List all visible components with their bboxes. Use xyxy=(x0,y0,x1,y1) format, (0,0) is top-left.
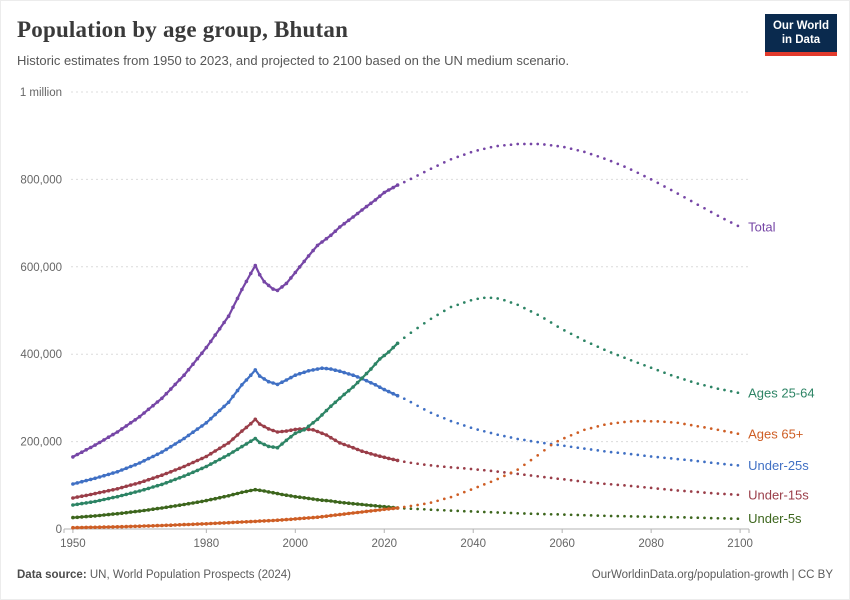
chart-footer: Data source: UN, World Population Prospe… xyxy=(17,569,833,581)
x-axis-tick-label: 2080 xyxy=(638,538,664,550)
x-axis-tick-label: 2100 xyxy=(727,538,753,550)
series-under-15s: Under-15s xyxy=(71,417,809,502)
y-axis-tick-label: 1 million xyxy=(20,87,62,99)
chart-subtitle: Historic estimates from 1950 to 2023, an… xyxy=(17,53,570,68)
y-axis-tick-label: 200,000 xyxy=(20,437,62,449)
legend-label-ages-25-64[interactable]: Ages 25-64 xyxy=(748,386,815,401)
y-axis-tick-label: 800,000 xyxy=(20,174,62,186)
x-axis-tick-label: 1950 xyxy=(60,538,86,550)
legend-label-under-5s[interactable]: Under-5s xyxy=(748,511,802,526)
y-axis-tick-label: 400,000 xyxy=(20,349,62,361)
data-source-note: Data source: UN, World Population Prospe… xyxy=(17,569,291,581)
y-axis-tick-label: 600,000 xyxy=(20,262,62,274)
legend-label-under-15s[interactable]: Under-15s xyxy=(748,487,809,502)
x-axis-tick-label: 2040 xyxy=(460,538,486,550)
series-total: Total xyxy=(71,142,776,459)
x-axis-tick-label: 2020 xyxy=(371,538,397,550)
gridlines: 0 200,000 400,000 600,000 800,000 1 million xyxy=(20,87,749,536)
series-ages-65plus: Ages 65+ xyxy=(71,419,803,530)
owid-logo[interactable]: Our World in Data xyxy=(765,14,837,56)
series-ages-25-64: Ages 25-64 xyxy=(71,296,815,507)
owid-logo-line1: Our World xyxy=(772,20,829,32)
footer-link[interactable]: OurWorldinData.org/population-growth | C… xyxy=(591,569,833,581)
x-axis-tick-label: 2000 xyxy=(283,538,309,550)
chart-canvas: 0 200,000 400,000 600,000 800,000 1 million 19… xyxy=(20,87,815,550)
legend-label-under-25s[interactable]: Under-25s xyxy=(748,458,809,473)
legend-label-total[interactable]: Total xyxy=(748,220,776,235)
owid-logo-line2: in Data xyxy=(781,34,821,47)
x-axis-tick-label: 1980 xyxy=(194,538,220,550)
legend-label-ages-65plus[interactable]: Ages 65+ xyxy=(748,427,803,442)
data-source-text: UN, World Population Prospects (2024) xyxy=(86,569,291,581)
series-under-25s: Under-25s xyxy=(71,366,809,486)
series-under-5s: Under-5s xyxy=(71,487,802,526)
data-source-label: Data source: xyxy=(17,569,87,581)
y-axis-tick-label: 0 xyxy=(56,524,62,536)
x-axis-tick-label: 2060 xyxy=(549,538,575,550)
page-title: Population by age group, Bhutan xyxy=(17,17,349,42)
x-axis: 1950 1980 2000 2020 2040 2060 2080 2100 xyxy=(60,528,753,550)
